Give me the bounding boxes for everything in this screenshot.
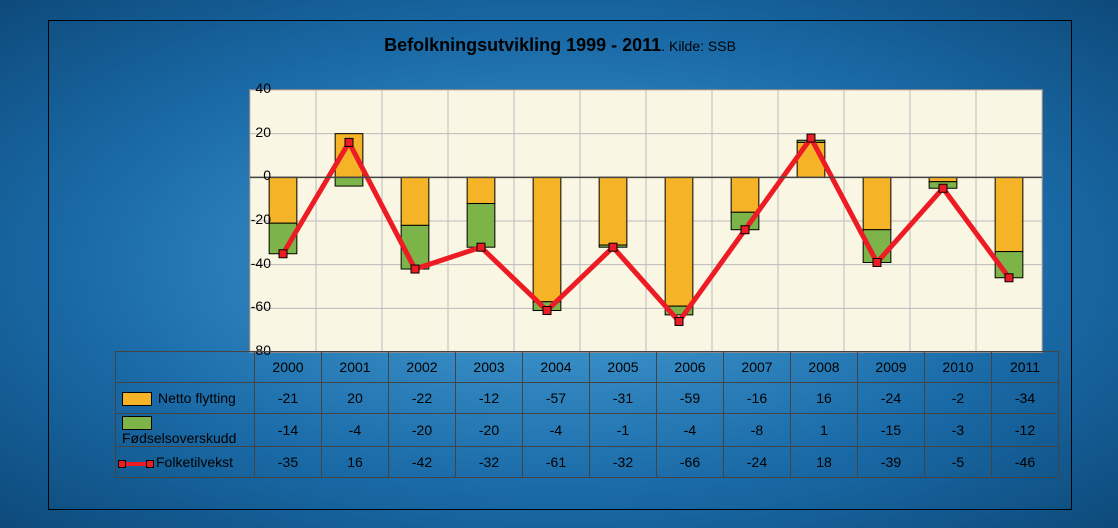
table-category-cell: 2007	[724, 352, 791, 383]
table-value-cell: -8	[724, 414, 791, 447]
marker-folke	[609, 243, 617, 251]
legend-swatch-fodsel	[122, 416, 152, 430]
table-category-cell: 2006	[657, 352, 724, 383]
table-corner-cell	[116, 352, 255, 383]
table-value-cell: -20	[389, 414, 456, 447]
table-value-cell: -3	[925, 414, 992, 447]
table-category-cell: 2003	[456, 352, 523, 383]
table-value-cell: -57	[523, 383, 590, 414]
table-value-cell: -12	[456, 383, 523, 414]
table-category-cell: 2009	[858, 352, 925, 383]
bar-netto	[599, 177, 627, 245]
bar-netto	[995, 177, 1023, 251]
table-value-cell: 16	[322, 447, 389, 478]
y-tick-label: 40	[211, 80, 271, 96]
table-value-cell: -31	[590, 383, 657, 414]
table-value-cell: 16	[791, 383, 858, 414]
marker-folke	[1005, 274, 1013, 282]
series-label-text: Folketilvekst	[156, 454, 233, 470]
table-value-cell: -4	[322, 414, 389, 447]
table-category-cell: 2001	[322, 352, 389, 383]
series-label-cell: Netto flytting	[116, 383, 255, 414]
table-value-cell: -22	[389, 383, 456, 414]
marker-folke	[411, 265, 419, 273]
data-table: 2000200120022003200420052006200720082009…	[115, 351, 1059, 478]
chart-panel: Befolkningsutvikling 1999 - 2011. Kilde:…	[48, 20, 1072, 510]
legend-swatch-netto	[122, 392, 152, 406]
bar-netto	[533, 177, 561, 301]
table-value-cell: -21	[255, 383, 322, 414]
table-header-row: 2000200120022003200420052006200720082009…	[116, 352, 1059, 383]
series-label-text: Fødselsoverskudd	[122, 430, 236, 446]
marker-folke	[543, 307, 551, 315]
chart-title: Befolkningsutvikling 1999 - 2011. Kilde:…	[49, 35, 1071, 56]
table-value-cell: -46	[992, 447, 1059, 478]
table-category-cell: 2005	[590, 352, 657, 383]
bar-netto	[731, 177, 759, 212]
marker-folke	[939, 184, 947, 192]
chart-background: Befolkningsutvikling 1999 - 2011. Kilde:…	[0, 0, 1118, 528]
bar-fodsel	[467, 204, 495, 248]
table-value-cell: -12	[992, 414, 1059, 447]
y-tick-label: -60	[211, 298, 271, 314]
legend-line-folke	[122, 462, 150, 466]
table-value-cell: -32	[590, 447, 657, 478]
title-main: Befolkningsutvikling 1999 - 2011	[384, 35, 661, 55]
plot-container	[249, 89, 1041, 351]
table-category-cell: 2000	[255, 352, 322, 383]
y-tick-label: -40	[211, 255, 271, 271]
marker-folke	[741, 226, 749, 234]
table-value-cell: -16	[724, 383, 791, 414]
marker-folke	[477, 243, 485, 251]
table-value-cell: -2	[925, 383, 992, 414]
table-value-cell: -24	[858, 383, 925, 414]
table-value-cell: -32	[456, 447, 523, 478]
table-category-cell: 2004	[523, 352, 590, 383]
marker-folke	[807, 134, 815, 142]
table-value-cell: -20	[456, 414, 523, 447]
table-row: Netto flytting-2120-22-12-57-31-59-1616-…	[116, 383, 1059, 414]
table-value-cell: -66	[657, 447, 724, 478]
table-row: Folketilvekst-3516-42-32-61-32-66-2418-3…	[116, 447, 1059, 478]
y-tick-label: 20	[211, 124, 271, 140]
table-value-cell: -14	[255, 414, 322, 447]
bar-fodsel	[335, 177, 363, 186]
y-tick-label: -20	[211, 211, 271, 227]
table-category-cell: 2002	[389, 352, 456, 383]
series-label-cell: Folketilvekst	[116, 447, 255, 478]
table-value-cell: -42	[389, 447, 456, 478]
table-row: Fødselsoverskudd-14-4-20-20-4-1-4-81-15-…	[116, 414, 1059, 447]
table-category-cell: 2011	[992, 352, 1059, 383]
table-category-cell: 2010	[925, 352, 992, 383]
table-value-cell: -15	[858, 414, 925, 447]
bar-netto	[467, 177, 495, 203]
y-tick-label: 0	[211, 167, 271, 183]
marker-folke	[675, 317, 683, 325]
table-value-cell: -1	[590, 414, 657, 447]
marker-folke	[873, 258, 881, 266]
table-value-cell: -5	[925, 447, 992, 478]
bar-netto	[863, 177, 891, 229]
table-value-cell: -4	[523, 414, 590, 447]
title-suffix: . Kilde: SSB	[661, 38, 736, 54]
table-value-cell: -24	[724, 447, 791, 478]
plot-area	[249, 89, 1043, 353]
bar-netto	[401, 177, 429, 225]
series-label-cell: Fødselsoverskudd	[116, 414, 255, 447]
table-value-cell: -39	[858, 447, 925, 478]
table-value-cell: -35	[255, 447, 322, 478]
table-value-cell: -34	[992, 383, 1059, 414]
table-value-cell: -61	[523, 447, 590, 478]
table-value-cell: -4	[657, 414, 724, 447]
table-value-cell: 1	[791, 414, 858, 447]
series-label-text: Netto flytting	[158, 390, 236, 406]
marker-folke	[345, 138, 353, 146]
bar-netto	[269, 177, 297, 223]
table-value-cell: 20	[322, 383, 389, 414]
table-value-cell: 18	[791, 447, 858, 478]
table-value-cell: -59	[657, 383, 724, 414]
marker-folke	[279, 250, 287, 258]
table-category-cell: 2008	[791, 352, 858, 383]
bar-netto	[665, 177, 693, 306]
